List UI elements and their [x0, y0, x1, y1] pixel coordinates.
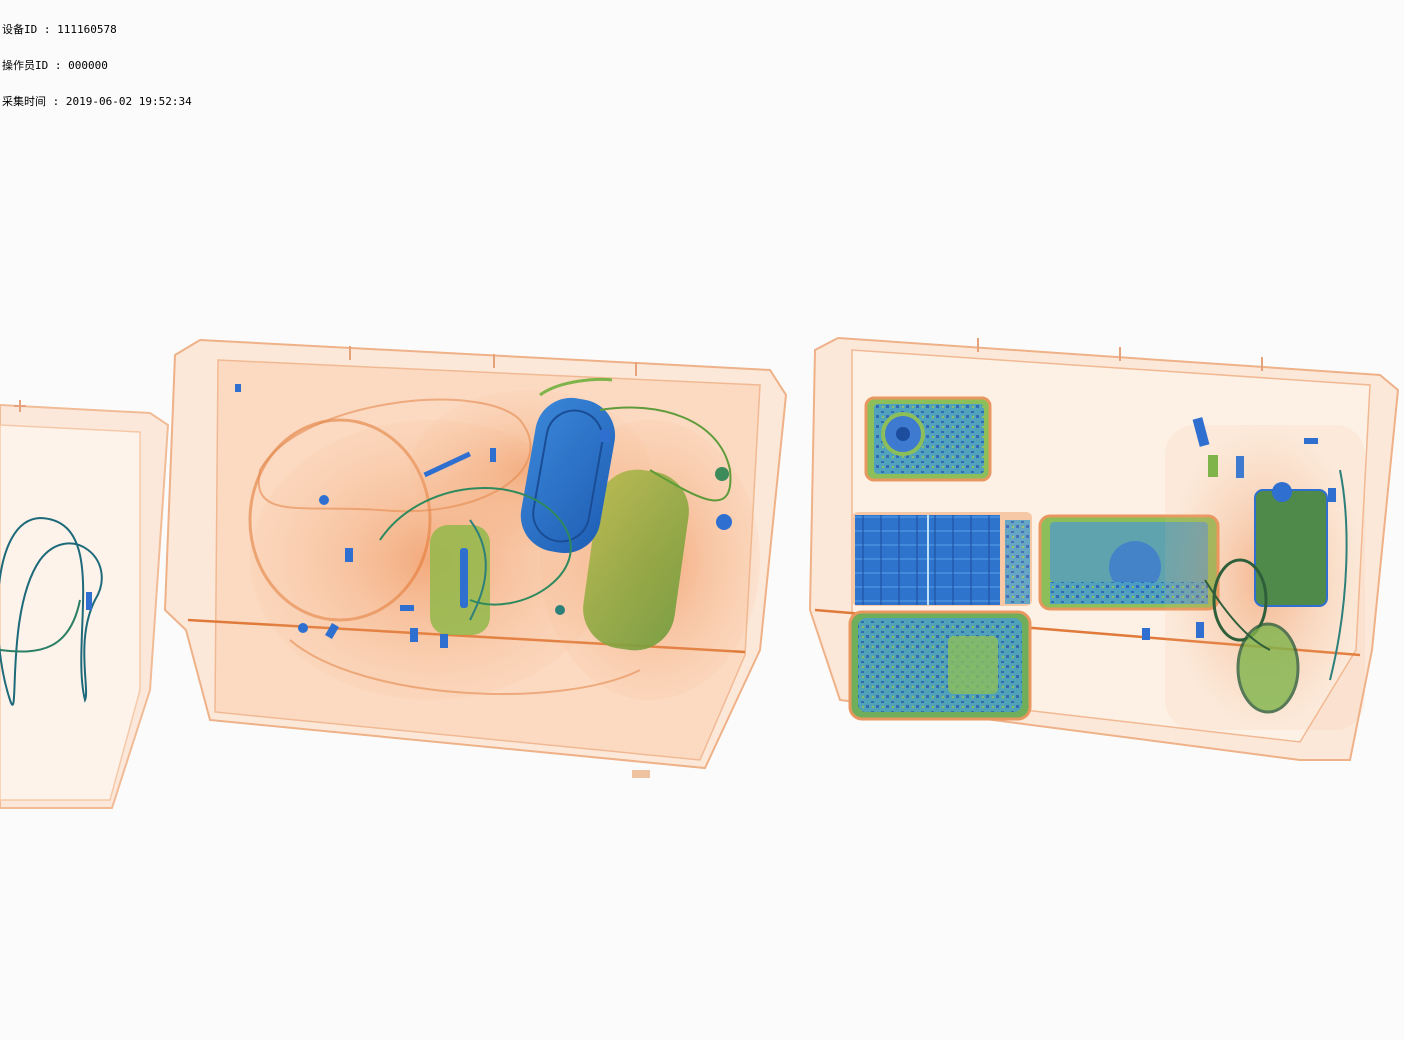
tray-right — [808, 336, 1400, 761]
device-id-label: 设备ID — [2, 23, 38, 36]
device-id-value: 111160578 — [57, 23, 117, 36]
scan-info-overlay: 设备ID : 111160578 操作员ID : 000000 采集时间 : 2… — [2, 0, 192, 120]
device-id-line: 设备ID : 111160578 — [2, 23, 117, 36]
capture-time-label: 采集时间 — [2, 95, 46, 108]
tray-middle — [163, 338, 788, 778]
capture-time-line: 采集时间 : 2019-06-02 19:52:34 — [2, 95, 192, 108]
tray-left — [0, 400, 170, 809]
operator-id-value: 000000 — [68, 59, 108, 72]
operator-id-line: 操作员ID : 000000 — [2, 59, 108, 72]
capture-time-value: 2019-06-02 19:52:34 — [65, 95, 192, 108]
operator-id-label: 操作员ID — [2, 59, 49, 72]
